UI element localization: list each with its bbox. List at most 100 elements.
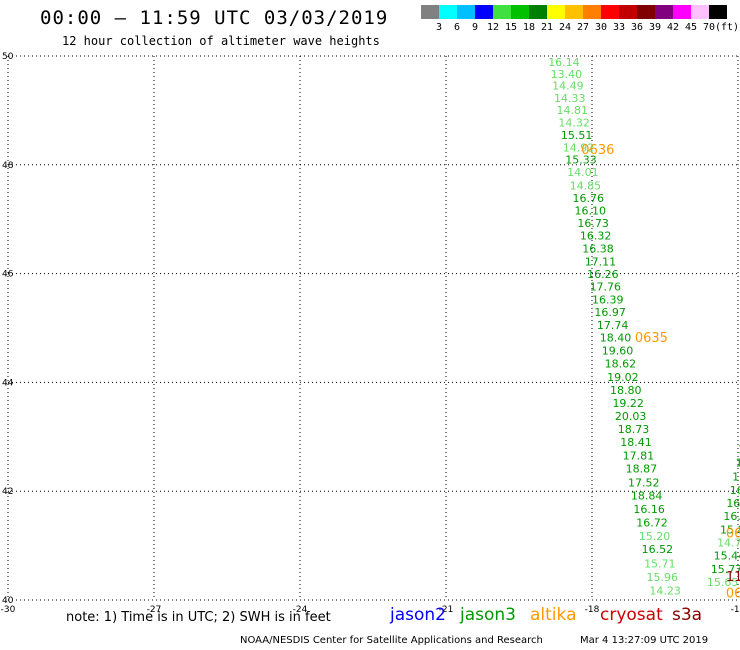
color-scale-label: 27 [576, 22, 590, 33]
swh-reading: 14.85 [570, 179, 602, 192]
color-swatch [709, 5, 727, 19]
generation-timestamp: Mar 4 13:27:09 UTC 2019 [580, 635, 709, 646]
lon-tick-label: -27 [147, 605, 162, 615]
swh-reading: 16.26 [587, 268, 619, 281]
swh-reading: 16.81 [732, 470, 740, 483]
swh-reading: 15.51 [561, 129, 593, 142]
legend-altika: altika [530, 605, 577, 625]
color-scale-label: 15 [504, 22, 518, 33]
color-swatch [673, 5, 691, 19]
swh-reading: 15.77 [711, 563, 740, 576]
swh-readings: 16.1413.4014.4914.3314.8114.3215.5114.92… [548, 56, 740, 598]
swh-reading: 17.52 [628, 476, 660, 489]
color-swatch [619, 5, 637, 19]
swh-reading: 14.32 [558, 117, 590, 130]
swh-reading: 17.45 [736, 457, 740, 470]
legend-s3a: s3a [672, 605, 703, 625]
swh-reading: 16.28 [726, 497, 740, 510]
color-swatch [421, 5, 439, 19]
color-swatch [547, 5, 565, 19]
pass-time-labels: 0636 0635 0634 11:340633 [581, 143, 740, 601]
color-swatch [601, 5, 619, 19]
map-subtitle: 12 hour collection of altimeter wave hei… [62, 34, 380, 48]
color-swatch [691, 5, 709, 19]
swh-reading: 19.22 [612, 397, 644, 410]
color-swatch [511, 5, 529, 19]
lat-tick-label: 50 [2, 52, 14, 62]
swh-reading: 16.76 [573, 192, 605, 205]
swh-reading: 17.11 [585, 255, 617, 268]
swh-reading: 16.38 [582, 242, 614, 255]
axis-tick-labels: -30 -27 -24 -21 -18 -15 50 48 46 44 42 40 [1, 52, 740, 615]
swh-reading: 18.41 [620, 436, 652, 449]
lon-tick-label: -18 [585, 605, 600, 615]
swh-reading: 19.60 [602, 345, 634, 358]
swh-reading: 17.74 [597, 319, 629, 332]
swh-reading: 13.40 [551, 68, 583, 81]
swh-reading: 14.49 [552, 80, 584, 93]
lon-tick-label: -30 [1, 605, 16, 615]
swh-reading: 18.87 [626, 463, 658, 476]
color-swatch [493, 5, 511, 19]
pass-time-label: 0634 [726, 526, 740, 541]
color-scale-label: 70 [702, 22, 716, 33]
color-scale-label: 9 [471, 22, 479, 33]
color-scale-label: 45 [684, 22, 698, 33]
lat-tick-label: 48 [2, 161, 14, 171]
swh-reading: 14.23 [649, 585, 681, 598]
legend-jason3: jason3 [460, 605, 516, 625]
color-scale-label: 30 [594, 22, 608, 33]
color-swatch [655, 5, 673, 19]
color-scale-label: 18 [522, 22, 536, 33]
pass-time-label: 0633 [726, 586, 740, 601]
color-swatch [475, 5, 493, 19]
swh-reading: 15.82 [720, 524, 740, 537]
swh-reading: 18.84 [631, 489, 663, 502]
color-scale-label: 33 [612, 22, 626, 33]
pass-time-label: 11:34 [726, 570, 740, 585]
swh-reading: 15.71 [644, 557, 676, 570]
pass-time-label: 0635 [635, 331, 668, 346]
swh-reading: 15.65 [707, 576, 739, 589]
swh-reading: 16.32 [580, 229, 612, 242]
lon-tick-label: -15 [731, 605, 740, 615]
swh-reading: 17.61 [738, 443, 740, 456]
swh-reading: 16.72 [636, 517, 668, 530]
footnote: note: 1) Time is in UTC; 2) SWH is in fe… [66, 610, 331, 625]
swh-reading: 15.33 [565, 154, 597, 167]
credit-line: NOAA/NESDIS Center for Satellite Applica… [240, 635, 543, 646]
swh-reading: 14.01 [567, 166, 599, 179]
swh-reading: 15.44 [714, 550, 740, 563]
swh-reading: 18.73 [618, 423, 650, 436]
color-scale-label: 21 [540, 22, 554, 33]
map-title: 00:00 – 11:59 UTC 03/03/2019 [40, 7, 389, 29]
swh-reading: 18.80 [610, 384, 642, 397]
color-swatch [439, 5, 457, 19]
color-scale-label: 3 [435, 22, 443, 33]
swh-reading: 14.33 [554, 92, 586, 105]
swh-reading: 16.16 [633, 503, 665, 516]
swh-reading: 18.62 [605, 358, 637, 371]
color-scale-label: 36 [630, 22, 644, 33]
color-scale-label: 24 [558, 22, 572, 33]
swh-reading: 16.52 [642, 543, 674, 556]
legend-cryosat: cryosat [600, 605, 663, 625]
color-scale-label: (ft) [714, 22, 740, 33]
swh-reading: 16.73 [577, 217, 609, 230]
lat-tick-label: 46 [2, 270, 14, 280]
swh-reading: 14.92 [563, 142, 595, 155]
swh-reading: 16.81 [723, 510, 740, 523]
color-scale-bar [421, 5, 727, 19]
swh-reading: 15.96 [647, 571, 679, 584]
swh-reading: 17.81 [623, 450, 655, 463]
color-swatch [583, 5, 601, 19]
swh-reading: 16.10 [574, 204, 606, 217]
color-swatch [457, 5, 475, 19]
swh-reading: 14.81 [556, 104, 588, 117]
swh-reading: 16.39 [592, 294, 624, 307]
swh-reading: 15.20 [639, 530, 671, 543]
swh-reading: 16.97 [594, 306, 626, 319]
swh-reading: 16.14 [548, 56, 580, 69]
lat-lon-grid [7, 55, 739, 601]
